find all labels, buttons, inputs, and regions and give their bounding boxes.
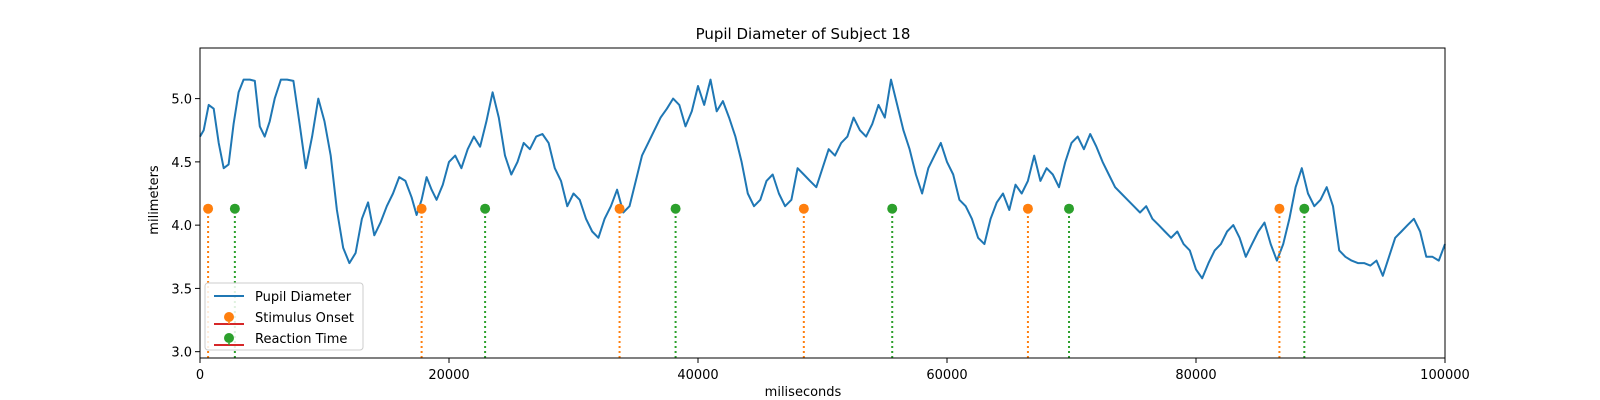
x-axis-label: miliseconds: [765, 385, 842, 400]
legend-label: Stimulus Onset: [255, 311, 354, 326]
x-tick-label: 20000: [428, 368, 469, 383]
stem-marker: [1274, 203, 1285, 214]
stem-marker: [670, 203, 681, 214]
y-tick-label: 4.0: [171, 219, 192, 234]
chart-title: Pupil Diameter of Subject 18: [696, 25, 911, 43]
x-tick-label: 60000: [926, 368, 967, 383]
legend-swatch-marker: [224, 312, 234, 322]
series-pupil-diameter: [199, 78, 1446, 280]
y-axis-label: milimeters: [147, 165, 162, 235]
stem-marker: [1022, 203, 1033, 214]
legend-label: Pupil Diameter: [255, 290, 352, 305]
axes-frame: [199, 47, 1446, 359]
series-reaction-time: [229, 203, 1310, 358]
x-axis-ticks: 0 20000 40000 60000 80000 100000: [196, 358, 1470, 383]
stem-marker: [1064, 203, 1075, 214]
x-tick-label: 80000: [1175, 368, 1216, 383]
series-stimulus-onset: [203, 203, 1285, 358]
y-tick-label: 5.0: [171, 93, 192, 108]
x-tick-label: 100000: [1420, 368, 1470, 383]
stem-marker: [203, 203, 214, 214]
stem-marker: [480, 203, 491, 214]
legend-swatch-marker: [224, 333, 234, 343]
x-tick-label: 0: [196, 368, 204, 383]
stem-marker: [614, 203, 625, 214]
x-tick-label: 40000: [677, 368, 718, 383]
y-tick-label: 3.5: [171, 282, 192, 297]
y-axis-ticks: 3.0 3.5 4.0 4.5 5.0: [171, 93, 200, 361]
stem-marker: [229, 203, 240, 214]
legend: Pupil Diameter Stimulus Onset Reaction Tim…: [204, 282, 364, 351]
series-line: [199, 78, 1446, 280]
legend-entry: Reaction Time: [214, 332, 347, 347]
stem-marker: [416, 203, 427, 214]
y-tick-label: 4.5: [171, 156, 192, 171]
y-tick-label: 3.0: [171, 346, 192, 361]
legend-entry: Pupil Diameter: [214, 290, 352, 305]
legend-box: [204, 282, 364, 351]
stem-marker: [887, 203, 898, 214]
legend-entry: Stimulus Onset: [214, 311, 354, 326]
legend-label: Reaction Time: [255, 332, 347, 347]
stem-marker: [798, 203, 809, 214]
plot-area: [199, 47, 1446, 359]
stem-marker: [1299, 203, 1310, 214]
